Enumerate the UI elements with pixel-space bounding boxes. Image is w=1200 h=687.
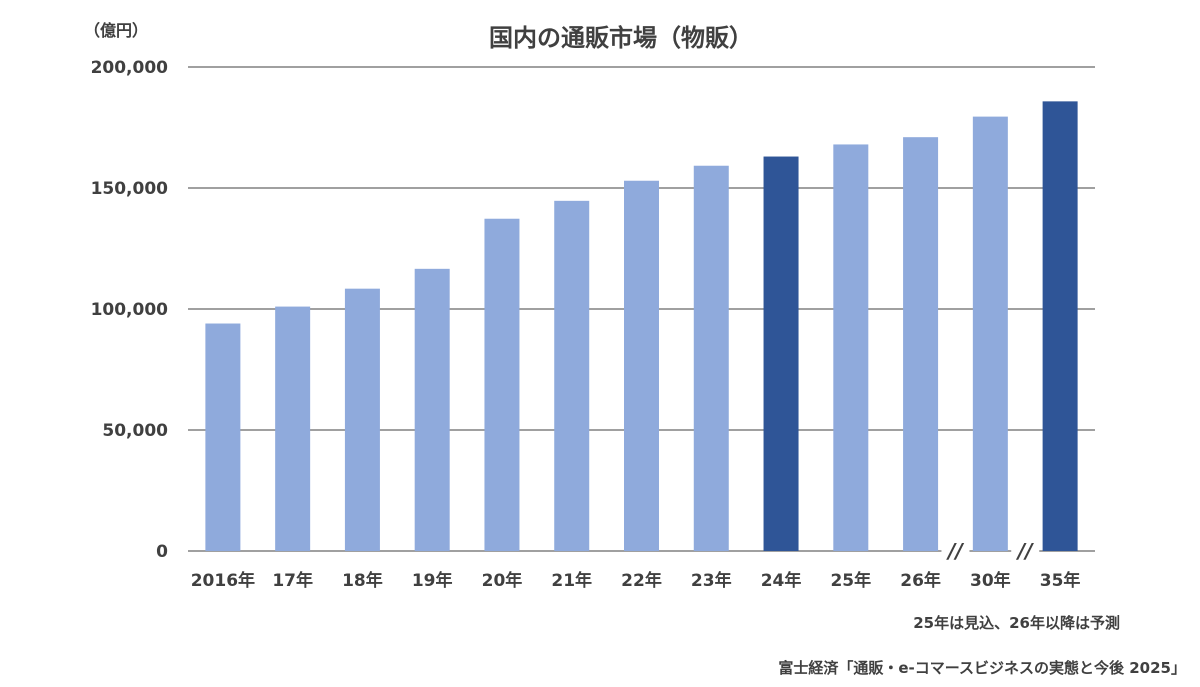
bars (205, 101, 1078, 552)
x-tick-label: 21年 (551, 570, 592, 591)
x-tick-label: 26年 (900, 570, 941, 591)
y-tick-label: 200,000 (91, 58, 169, 78)
bar-9 (833, 144, 869, 551)
y-tick-label: 0 (156, 542, 168, 562)
bar-2 (344, 288, 380, 551)
y-tick-label: 150,000 (91, 179, 169, 199)
y-axis-unit-label: （億円） (84, 21, 148, 40)
y-axis-ticks: 200,000 150,000 100,000 50,000 0 (91, 58, 169, 562)
x-tick-label: 19年 (412, 570, 453, 591)
x-axis-ticks: 2016年 17年 18年 19年 20年 21年 22年 23年 24年 25年 26年 30年 35… (191, 570, 1081, 591)
bar-8 (763, 156, 799, 552)
x-tick-label: 24年 (761, 570, 802, 591)
axis-break-marker: // (1016, 539, 1034, 563)
bar-0 (205, 323, 241, 551)
bar-1 (275, 306, 311, 551)
x-tick-label: 30年 (970, 570, 1011, 591)
x-tick-label: 17年 (272, 570, 313, 591)
x-tick-label: 22年 (621, 570, 662, 591)
x-tick-label: 25年 (830, 570, 871, 591)
bar-4 (484, 218, 520, 551)
bar-6 (624, 180, 659, 552)
axis-break-markers: // // (941, 539, 1040, 563)
y-tick-label: 50,000 (102, 421, 168, 441)
bar-3 (414, 268, 450, 551)
source-note: 富士経済「通販・e-コマースビジネスの実態と今後 2025」 (778, 659, 1186, 677)
bar-7 (693, 165, 729, 551)
x-tick-label: 23年 (691, 570, 732, 591)
forecast-note: 25年は見込、26年以降は予測 (913, 614, 1120, 632)
axis-break-marker: // (946, 539, 964, 563)
y-tick-label: 100,000 (91, 300, 169, 320)
x-tick-label: 20年 (482, 570, 523, 591)
bar-11 (972, 116, 1008, 552)
break-gap (941, 547, 970, 555)
break-gap (1011, 547, 1040, 555)
bar-10 (903, 137, 939, 551)
bar-5 (554, 200, 590, 552)
x-tick-label: 35年 (1040, 570, 1081, 591)
bar-12 (1042, 101, 1078, 551)
chart-title: 国内の通販市場（物販） (489, 24, 753, 52)
x-tick-label: 18年 (342, 570, 383, 591)
x-tick-label: 2016年 (191, 570, 255, 591)
